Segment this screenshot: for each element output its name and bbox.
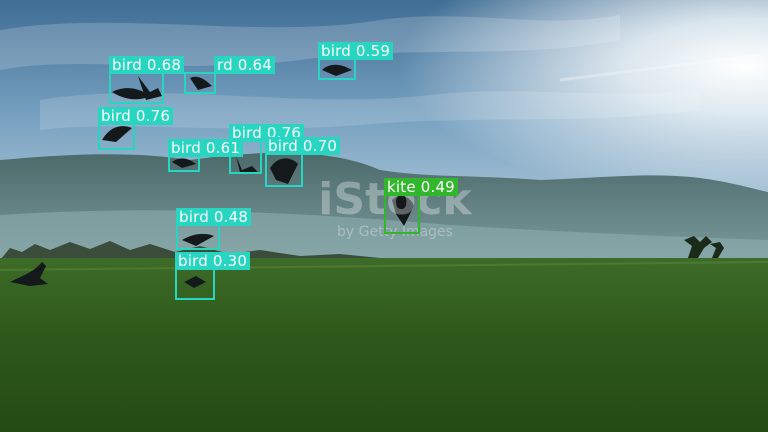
bird-box-9: bird 0.30 bbox=[175, 252, 251, 300]
bird-box-4: bird 0.76 bbox=[98, 107, 174, 150]
bird-box-5: bird 0.76 bbox=[229, 124, 305, 174]
bird-label-6: bird 0.61 bbox=[168, 139, 244, 157]
bird-box-3: bird 0.59 bbox=[318, 42, 394, 80]
bird-label-1: bird 0.68 bbox=[109, 56, 185, 74]
bird-label-7: bird 0.70 bbox=[265, 137, 341, 155]
bird-box-2: rd 0.64 bbox=[184, 56, 275, 94]
bird-label-2: rd 0.64 bbox=[214, 56, 275, 74]
kite-box: kite 0.49 bbox=[384, 178, 458, 234]
bird-label-8: bird 0.48 bbox=[176, 208, 252, 226]
bird-box-1: bird 0.68 bbox=[109, 56, 185, 104]
bird-box-7: bird 0.70 bbox=[265, 137, 341, 187]
kite-label: kite 0.49 bbox=[384, 178, 458, 196]
bird-label-4: bird 0.76 bbox=[98, 107, 174, 125]
bird-label-9: bird 0.30 bbox=[175, 252, 251, 270]
bird-label-3: bird 0.59 bbox=[318, 42, 394, 60]
bird-box-8: bird 0.48 bbox=[176, 208, 252, 250]
bird-box-6: bird 0.61 bbox=[168, 139, 244, 172]
